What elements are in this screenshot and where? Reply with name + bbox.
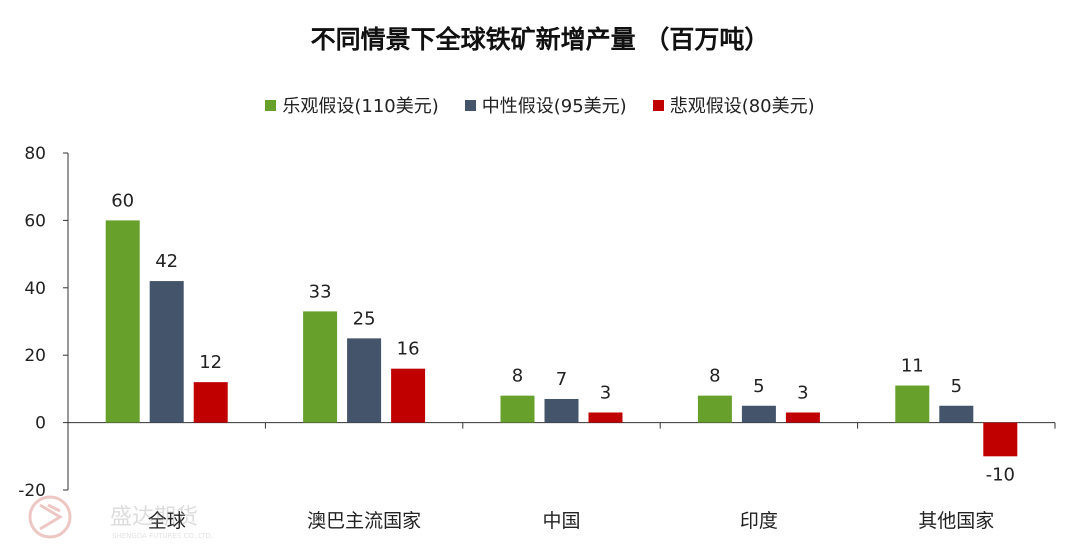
data-label: -10 [986, 464, 1015, 485]
data-label: 7 [556, 369, 567, 390]
legend-item-optimistic: 乐观假设(110美元) [265, 92, 439, 118]
data-label: 8 [512, 366, 523, 387]
category-label: 印度 [740, 510, 778, 532]
y-tick-label: 80 [24, 144, 46, 164]
y-tick-label: 40 [24, 279, 46, 299]
watermark-subtext: SHENGDA FUTURES CO.,LTD. [112, 532, 213, 540]
bar [500, 395, 535, 423]
data-label: 3 [600, 382, 611, 403]
data-label: 8 [709, 366, 720, 387]
y-tick-label: 20 [24, 346, 46, 366]
y-tick-label: 60 [24, 211, 46, 231]
watermark-mark [39, 503, 63, 531]
bar [697, 395, 732, 423]
legend-swatch-neutral [464, 99, 476, 111]
data-label: 42 [155, 251, 178, 272]
bar [785, 412, 820, 423]
category-label: 全球 [148, 510, 186, 532]
bar [105, 220, 140, 423]
data-label: 25 [353, 308, 376, 329]
bar [939, 405, 974, 423]
legend: 乐观假设(110美元) 中性假设(95美元) 悲观假设(80美元) [0, 92, 1080, 118]
category-label: 其他国家 [918, 510, 994, 532]
bar [347, 338, 382, 423]
legend-swatch-pessimistic [652, 99, 664, 111]
y-tick-label: -20 [18, 481, 46, 501]
watermark-logo: 盛达期货 SHENGDA FUTURES CO.,LTD. [28, 495, 213, 540]
bar [193, 382, 228, 423]
bar [588, 412, 623, 423]
legend-label-pessimistic: 悲观假设(80美元) [669, 96, 815, 117]
data-label: 12 [199, 352, 222, 373]
category-label: 澳巴主流国家 [307, 510, 421, 532]
data-label: 33 [309, 281, 332, 302]
bar [983, 422, 1018, 457]
bar [741, 405, 776, 423]
data-label: 60 [111, 190, 134, 211]
y-tick-label: 0 [35, 414, 46, 434]
category-label: 中国 [542, 510, 580, 532]
data-label: 5 [951, 376, 962, 397]
legend-item-neutral: 中性假设(95美元) [464, 92, 627, 118]
legend-swatch-optimistic [265, 99, 277, 111]
chart-title: 不同情景下全球铁矿新增产量 （百万吨） [310, 25, 770, 54]
watermark-circle [28, 495, 72, 539]
legend-label-neutral: 中性假设(95美元) [481, 96, 627, 117]
legend-item-pessimistic: 悲观假设(80美元) [652, 92, 815, 118]
data-label: 11 [901, 356, 924, 377]
bar [303, 311, 338, 423]
bar [895, 385, 930, 423]
legend-label-optimistic: 乐观假设(110美元) [282, 96, 439, 117]
data-label: 16 [397, 339, 420, 360]
data-label: 5 [753, 376, 764, 397]
bar [391, 368, 426, 423]
bar [544, 399, 579, 423]
data-label: 3 [797, 382, 808, 403]
watermark-text: 盛达期货 [110, 505, 198, 530]
bar [149, 281, 184, 423]
